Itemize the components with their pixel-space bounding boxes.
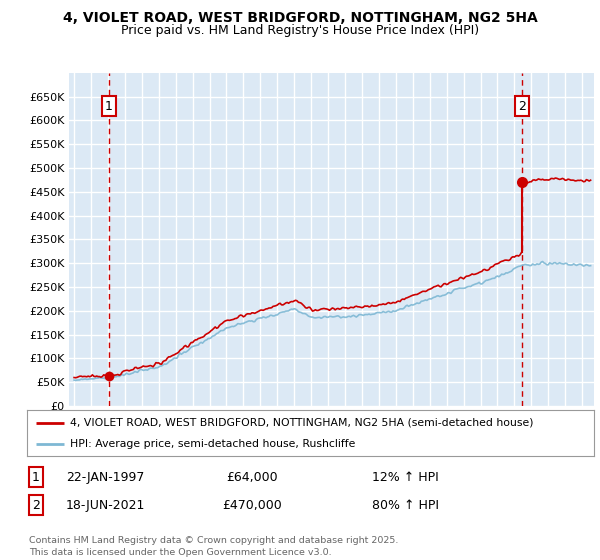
Text: 22-JAN-1997: 22-JAN-1997	[66, 470, 144, 484]
Text: 2: 2	[518, 100, 526, 113]
Text: Price paid vs. HM Land Registry's House Price Index (HPI): Price paid vs. HM Land Registry's House …	[121, 24, 479, 36]
Text: HPI: Average price, semi-detached house, Rushcliffe: HPI: Average price, semi-detached house,…	[70, 439, 355, 449]
Text: Contains HM Land Registry data © Crown copyright and database right 2025.
This d: Contains HM Land Registry data © Crown c…	[29, 536, 398, 557]
Text: £64,000: £64,000	[226, 470, 278, 484]
Text: 2: 2	[32, 498, 40, 512]
Text: 4, VIOLET ROAD, WEST BRIDGFORD, NOTTINGHAM, NG2 5HA (semi-detached house): 4, VIOLET ROAD, WEST BRIDGFORD, NOTTINGH…	[70, 418, 533, 428]
Text: 4, VIOLET ROAD, WEST BRIDGFORD, NOTTINGHAM, NG2 5HA: 4, VIOLET ROAD, WEST BRIDGFORD, NOTTINGH…	[62, 11, 538, 25]
Text: 12% ↑ HPI: 12% ↑ HPI	[372, 470, 439, 484]
Text: 1: 1	[32, 470, 40, 484]
Text: 1: 1	[105, 100, 113, 113]
Text: £470,000: £470,000	[222, 498, 282, 512]
Text: 80% ↑ HPI: 80% ↑ HPI	[372, 498, 439, 512]
Text: 18-JUN-2021: 18-JUN-2021	[65, 498, 145, 512]
